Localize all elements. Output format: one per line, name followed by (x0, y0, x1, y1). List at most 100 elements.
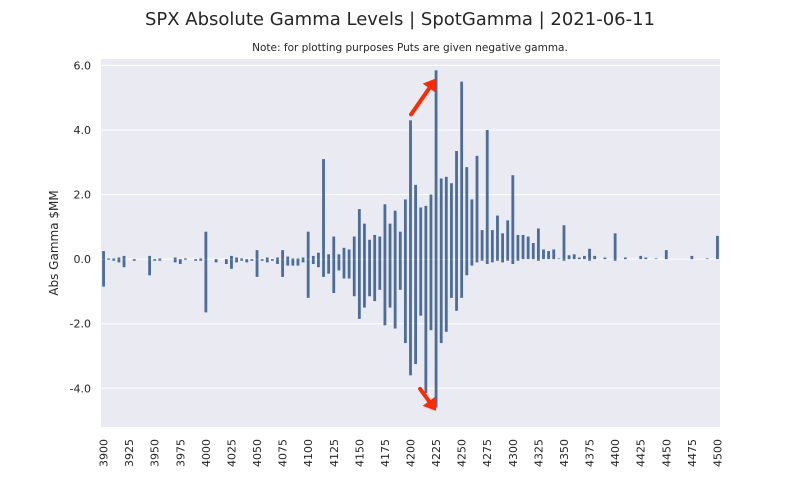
put-gamma-bar (373, 259, 377, 302)
call-gamma-bar (337, 254, 341, 260)
put-gamma-bar (398, 259, 402, 290)
put-gamma-bar (378, 259, 382, 290)
call-gamma-bar (480, 230, 484, 260)
put-gamma-bar (424, 259, 428, 394)
call-gamma-bar (322, 159, 325, 260)
call-gamma-bar (664, 250, 668, 260)
put-gamma-bar (255, 259, 259, 277)
x-tick-label: 4050 (251, 439, 264, 467)
put-gamma-bar (286, 259, 290, 266)
put-gamma-bar (414, 259, 418, 365)
call-gamma-bar (347, 249, 351, 260)
call-gamma-bar (117, 257, 121, 260)
call-gamma-bar (511, 175, 515, 260)
chart-subtitle: Note: for plotting purposes Puts are giv… (252, 42, 568, 54)
call-gamma-bar (383, 204, 387, 260)
call-gamma-bar (306, 231, 310, 260)
annotation-arrow-head (422, 396, 437, 411)
x-tick-label: 4425 (635, 439, 648, 467)
call-gamma-bar (439, 178, 443, 260)
call-gamma-bar (230, 255, 233, 260)
call-gamma-bar (562, 225, 566, 260)
call-gamma-bar (199, 258, 203, 260)
put-gamma-bar (388, 259, 392, 308)
put-gamma-bar (317, 259, 320, 268)
call-gamma-bar (368, 239, 371, 260)
call-gamma-bar (296, 258, 300, 260)
put-gamma-bar (496, 259, 499, 261)
put-gamma-bar (322, 259, 325, 277)
call-gamma-bar (173, 257, 177, 260)
put-gamma-bar (383, 259, 387, 326)
call-gamma-bar (388, 223, 392, 260)
x-tick-label: 4375 (584, 439, 597, 467)
x-axis-ticks: 3900 3925 3950 3975 4000 4025 4050 4075 4100 4125… (98, 439, 725, 467)
y-axis-ticks: -4.0 -2.0 0.0 2.0 4.0 6.0 (70, 59, 91, 395)
call-gamma-bar (716, 235, 719, 260)
call-gamma-bar (485, 130, 489, 260)
call-gamma-bar (490, 230, 494, 260)
put-gamma-bar (368, 259, 371, 297)
call-gamma-bar (567, 255, 571, 260)
put-gamma-bar (588, 259, 591, 261)
x-tick-label: 4025 (225, 439, 238, 467)
put-gamma-bar (434, 259, 438, 408)
call-gamma-bar (654, 258, 658, 260)
call-gamma-bar (409, 120, 412, 260)
call-gamma-bar (424, 205, 428, 260)
put-gamma-bar (455, 259, 458, 311)
put-gamma-bar (429, 259, 433, 331)
put-gamma-bar (347, 259, 351, 279)
call-gamma-bar (265, 257, 269, 260)
put-gamma-bar (465, 259, 469, 276)
call-gamma-bar (444, 176, 448, 260)
put-gamma-bar (178, 259, 182, 264)
put-gamma-bar (158, 259, 162, 261)
put-gamma-bar (132, 259, 136, 261)
x-tick-label: 4000 (200, 439, 213, 467)
put-gamma-bar (357, 259, 361, 319)
put-gamma-bar (224, 259, 228, 264)
put-gamma-bar (439, 259, 443, 344)
put-gamma-bar (153, 259, 157, 261)
call-gamma-bar (588, 248, 591, 260)
x-tick-label: 4450 (660, 439, 673, 467)
x-tick-label: 4325 (532, 439, 545, 467)
put-gamma-bar (204, 259, 208, 313)
y-tick-label: 0.0 (74, 253, 92, 266)
call-gamma-bar (639, 255, 643, 260)
put-gamma-bar (148, 259, 152, 276)
chart-title: SPX Absolute Gamma Levels | SpotGamma | … (145, 9, 655, 30)
y-tick-label: -2.0 (70, 318, 91, 331)
put-gamma-bar (301, 259, 305, 263)
put-gamma-bar (562, 259, 566, 261)
call-gamma-bar (552, 249, 556, 260)
call-gamma-bar (235, 257, 238, 260)
put-gamma-bar (296, 259, 300, 266)
call-gamma-bar (414, 184, 418, 260)
call-gamma-bar (450, 183, 453, 260)
x-tick-label: 4150 (353, 439, 366, 467)
put-gamma-bar (311, 259, 315, 264)
x-tick-label: 4250 (456, 439, 469, 467)
call-gamma-bar (434, 70, 438, 260)
put-gamma-bar (460, 259, 464, 298)
call-gamma-bar (547, 251, 551, 260)
put-gamma-bar (536, 259, 540, 261)
call-gamma-bar (460, 81, 464, 260)
put-gamma-bar (485, 259, 489, 264)
call-gamma-bar (393, 210, 397, 260)
call-gamma-bar (184, 258, 187, 260)
put-gamma-bar (501, 259, 504, 263)
put-gamma-bar (327, 259, 331, 274)
call-gamma-bar (240, 258, 244, 260)
put-gamma-bar (490, 259, 494, 263)
put-gamma-bar (270, 259, 274, 261)
call-gamma-bar (378, 236, 382, 260)
call-gamma-bar (398, 231, 402, 260)
put-gamma-bar (230, 259, 233, 269)
call-gamma-bar (455, 151, 458, 260)
put-gamma-bar (122, 259, 126, 268)
call-gamma-bar (516, 234, 520, 260)
call-gamma-bar (107, 258, 111, 260)
